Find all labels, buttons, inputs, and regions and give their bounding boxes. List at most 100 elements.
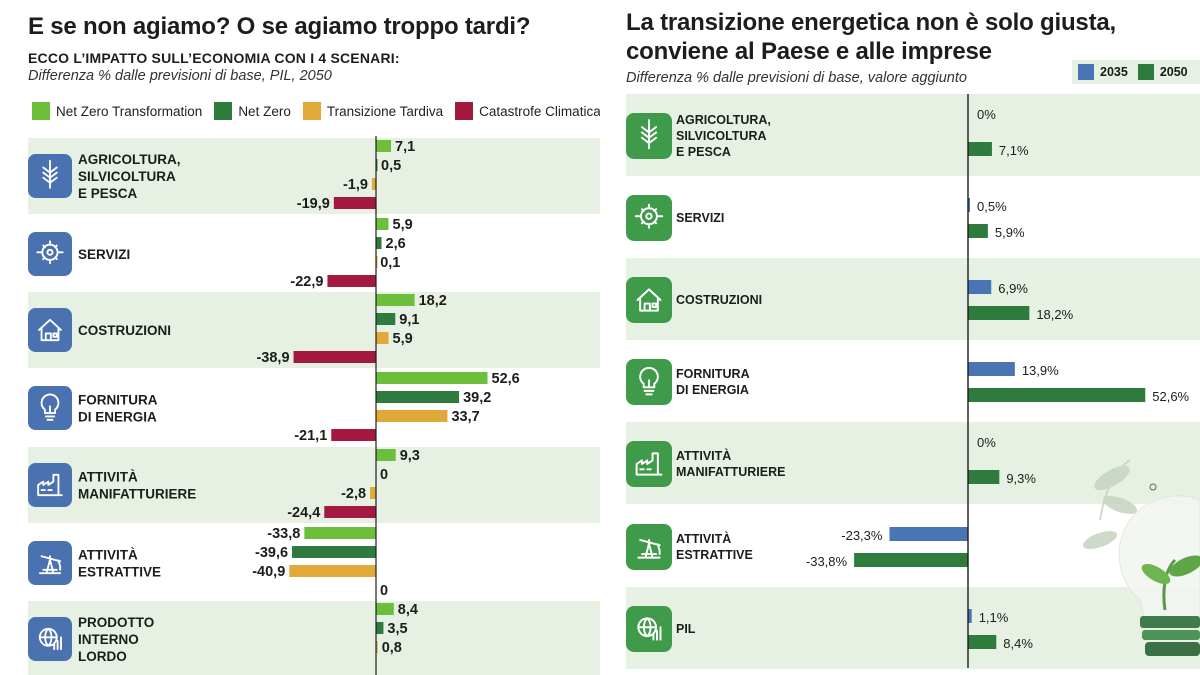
bar-net-zero	[376, 237, 382, 249]
category-label-fornitura-di-energia: FORNITURA DI ENERGIA	[78, 393, 158, 425]
data-label: 1,1%	[979, 610, 1009, 625]
bar-catastrofe-climatica	[324, 506, 376, 518]
icon-glyph	[37, 473, 63, 497]
right-title-line2: conviene al Paese e alle imprese	[626, 38, 992, 65]
bar-2050	[968, 306, 1030, 320]
bar-2035	[889, 527, 968, 541]
category-band	[626, 422, 1200, 504]
legend-label: Net Zero Transformation	[56, 103, 203, 119]
category-band	[626, 587, 1200, 669]
data-label: 7,1%	[999, 143, 1029, 158]
bar-2050	[968, 470, 1000, 484]
left-title: E se non agiamo? O se agiamo troppo tard…	[28, 13, 531, 40]
factory-icon	[626, 441, 672, 487]
factory-icon	[28, 463, 72, 507]
gear-icon	[28, 232, 72, 276]
category-label-costruzioni: COSTRUZIONI	[78, 323, 171, 338]
wheat-icon	[626, 113, 672, 159]
bar-net-zero	[376, 391, 460, 403]
icon-glyph	[637, 617, 662, 641]
bar-net-zero-transformation	[304, 527, 376, 539]
data-label: 33,7	[451, 409, 479, 425]
right-bar-chart: AGRICOLTURA, SILVICOLTURA E PESCA 0% 7,1% SER…	[626, 94, 1200, 669]
right-title-line1: La transizione energetica non è solo giu…	[626, 9, 1116, 36]
bar-net-zero-transformation	[376, 603, 394, 615]
category-label-line: INTERNO	[78, 632, 139, 647]
bar-net-zero-transformation	[376, 294, 415, 306]
data-label: 52,6	[492, 371, 520, 387]
category-band	[28, 447, 600, 523]
data-label: -23,3%	[841, 528, 883, 543]
globe-chart-icon	[626, 606, 672, 652]
wheat-icon	[28, 154, 72, 198]
bar-transizione-tardiva	[371, 178, 376, 190]
icon-glyph	[636, 288, 662, 312]
icon-background	[626, 606, 672, 652]
decor-dot	[1149, 483, 1157, 491]
plant-decoration	[1082, 459, 1200, 656]
category-label-line: SERVIZI	[676, 211, 724, 225]
plant-leaf	[1102, 495, 1138, 515]
data-label: 0%	[977, 435, 996, 450]
category-label-line: E PESCA	[78, 186, 138, 201]
data-label: 9,3%	[1006, 471, 1036, 486]
bar-net-zero-transformation	[376, 372, 488, 384]
plant-leaf	[1082, 530, 1118, 550]
category-label-attivit-manifatturiere: ATTIVITÀ MANIFATTURIERE	[676, 448, 786, 479]
category-label-attivit-manifatturiere: ATTIVITÀ MANIFATTURIERE	[78, 470, 196, 502]
data-label: 3,5	[387, 621, 407, 637]
bulb-base	[1145, 642, 1200, 656]
category-label-agricoltura-silvicoltura-e-pesca: AGRICOLTURA, SILVICOLTURA E PESCA	[78, 152, 181, 201]
category-label-line: SILVICOLTURA	[676, 129, 767, 143]
category-label-line: COSTRUZIONI	[78, 323, 171, 338]
category-label-line: COSTRUZIONI	[676, 293, 762, 307]
bar-net-zero	[376, 313, 396, 325]
category-label-costruzioni: COSTRUZIONI	[676, 293, 762, 307]
lightbulb-icon	[626, 359, 672, 405]
bulb-base	[1142, 630, 1200, 640]
category-label-line: ATTIVITÀ	[676, 448, 731, 463]
data-label: 18,2	[419, 293, 447, 309]
left-bar-chart: AGRICOLTURA, SILVICOLTURA E PESCA 7,1 0,5 -1,…	[28, 136, 600, 675]
data-label: 39,2	[463, 390, 491, 406]
category-band	[626, 94, 1200, 176]
bar-2050	[968, 224, 988, 238]
data-label: -24,4	[287, 505, 320, 521]
legend-item-2050: 2050	[1137, 64, 1188, 80]
bulb-base	[1140, 616, 1200, 628]
category-band	[626, 258, 1200, 340]
legend-item-net-zero: Net Zero	[214, 102, 291, 120]
legend-swatch	[32, 102, 50, 120]
category-band	[28, 601, 600, 675]
category-label-servizi: SERVIZI	[78, 247, 130, 262]
right-panel: La transizione energetica non è solo giu…	[600, 0, 1200, 675]
category-label-line: SERVIZI	[78, 247, 130, 262]
data-label: -19,9	[297, 196, 330, 212]
icon-background	[28, 308, 72, 352]
legend-item-catastrofe-climatica: Catastrofe Climatica	[455, 102, 600, 120]
category-label-line: PIL	[676, 622, 696, 636]
legend-item-net-zero-transformation: Net Zero Transformation	[32, 102, 202, 120]
left-panel: E se non agiamo? O se agiamo troppo tard…	[28, 13, 600, 675]
bar-catastrofe-climatica	[327, 275, 376, 287]
oil-pump-icon	[626, 524, 672, 570]
data-label: -2,8	[341, 486, 366, 502]
icon-glyph	[42, 159, 58, 189]
plant-leaf	[1094, 465, 1130, 491]
bar-2035	[968, 280, 992, 294]
left-note: Differenza % dalle previsioni di base, P…	[28, 68, 332, 84]
icon-glyph	[38, 555, 62, 575]
data-label: 8,4%	[1003, 636, 1033, 651]
legend-item-2035: 2035	[1078, 64, 1128, 80]
data-label: 6,9%	[998, 281, 1028, 296]
sprout-leaf	[1169, 555, 1200, 577]
bar-transizione-tardiva	[376, 641, 378, 653]
data-label: -1,9	[343, 177, 368, 193]
left-legend: Net Zero Transformation Net Zero Transiz…	[32, 102, 600, 120]
category-label-line: FORNITURA	[676, 367, 750, 381]
legend-swatch	[1137, 64, 1154, 80]
icon-background	[28, 463, 72, 507]
bar-net-zero	[376, 622, 384, 634]
bar-2050	[968, 388, 1146, 402]
legend-item-transizione-tardiva: Transizione Tardiva	[302, 102, 443, 120]
